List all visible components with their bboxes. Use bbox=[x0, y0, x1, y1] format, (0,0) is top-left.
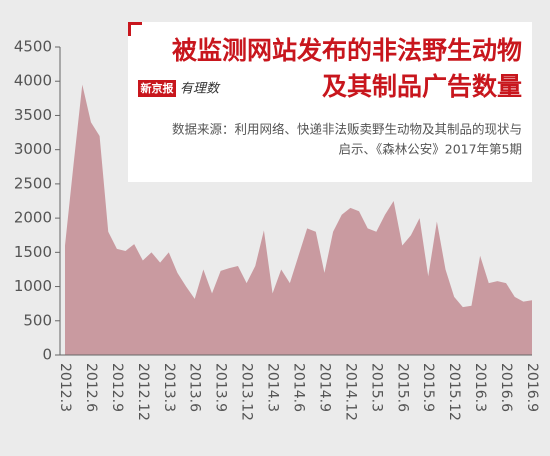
x-tick-label: 2014.9 bbox=[316, 363, 332, 412]
x-tick-label: 2016.6 bbox=[498, 363, 514, 412]
x-tick-label: 2012.6 bbox=[83, 363, 99, 412]
x-tick-label: 2012.12 bbox=[135, 363, 151, 421]
x-tick-label: 2014.6 bbox=[291, 363, 307, 412]
brand: 新京报 bbox=[141, 81, 175, 95]
chart-title: 及其制品广告数量 bbox=[322, 72, 522, 101]
y-tick-label: 500 bbox=[23, 311, 52, 329]
x-tick-label: 2015.3 bbox=[368, 363, 384, 412]
brand-badge bbox=[138, 80, 176, 97]
x-tick-label: 2013.6 bbox=[187, 363, 203, 412]
brand: 有理数 bbox=[180, 82, 221, 97]
x-tick-label: 2012.3 bbox=[57, 363, 73, 412]
x-tick-label: 2012.9 bbox=[109, 363, 125, 412]
y-tick-label: 3500 bbox=[14, 106, 52, 124]
x-tick-label: 2014.12 bbox=[342, 363, 358, 421]
x-tick-label: 2014.3 bbox=[265, 363, 281, 412]
x-tick-label: 2013.9 bbox=[213, 363, 229, 412]
source: 数据来源：利用网络、快递非法贩卖野生动物及其制品的现状与 bbox=[172, 122, 522, 137]
y-tick-label: 4000 bbox=[14, 72, 52, 90]
y-tick-label: 0 bbox=[42, 346, 52, 364]
title-box bbox=[128, 22, 532, 182]
y-tick-label: 2000 bbox=[14, 209, 52, 227]
y-tick-label: 1000 bbox=[14, 277, 52, 295]
x-tick-label: 2015.9 bbox=[420, 363, 436, 412]
source: 启示、《森林公安》2017年第5期 bbox=[338, 142, 522, 157]
x-tick-label: 2016.9 bbox=[524, 363, 540, 412]
x-tick-label: 2013.3 bbox=[161, 363, 177, 412]
x-tick-label: 2016.3 bbox=[472, 363, 488, 412]
x-tick-label: 2013.12 bbox=[239, 363, 255, 421]
chart-title: 被监测网站发布的非法野生动物 bbox=[172, 36, 522, 65]
x-tick-label: 2015.12 bbox=[446, 363, 462, 421]
corner bbox=[128, 22, 142, 36]
y-tick-label: 4500 bbox=[14, 38, 52, 56]
x-tick-label: 2015.6 bbox=[394, 363, 410, 412]
y-tick-label: 1500 bbox=[14, 243, 52, 261]
y-tick-label: 3000 bbox=[14, 140, 52, 158]
area bbox=[65, 84, 532, 356]
y-tick-label: 2500 bbox=[14, 174, 52, 192]
